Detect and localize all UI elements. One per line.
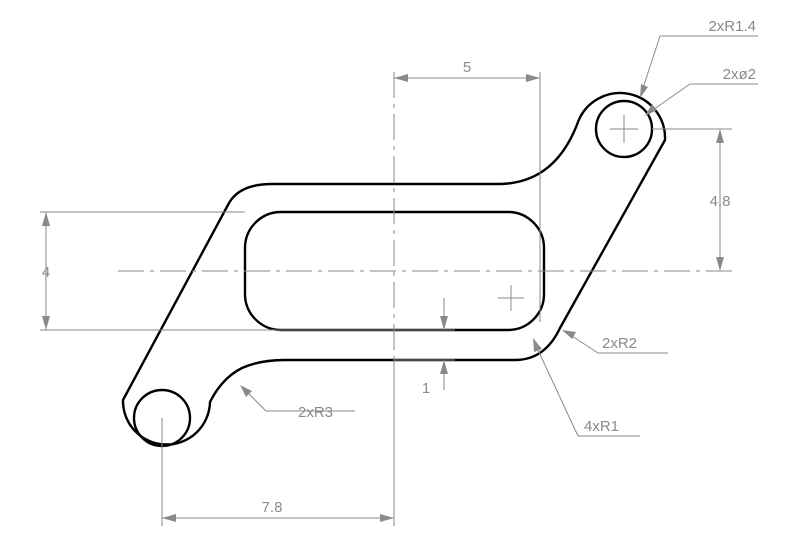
dimension-bottom-width-label: 7.8: [262, 499, 283, 516]
dimension-top-width-label: 5: [463, 59, 471, 76]
callout-r3-label: 2xR3: [298, 404, 333, 421]
dimension-right-height: 4.8: [652, 128, 732, 271]
callout-dia2-label: 2xø2: [723, 66, 756, 83]
dimension-right-height-label: 4.8: [710, 193, 731, 210]
callout-r2: 2xR2: [562, 330, 668, 354]
callout-r1-label: 4xR1: [584, 418, 619, 435]
center-lines: [118, 72, 732, 360]
dimension-left-height: 4: [40, 211, 455, 331]
callout-r1-4: 2xR1.4: [640, 18, 758, 98]
dimension-left-height-label: 4: [42, 264, 50, 281]
dimension-small-gap: 1: [394, 298, 455, 397]
callout-r1: 4xR1: [533, 338, 640, 437]
callout-dia2: 2xø2: [645, 66, 758, 116]
callout-r2-label: 2xR2: [602, 335, 637, 352]
callout-r3: 2xR3: [240, 385, 355, 421]
dimension-bottom-width: 7.8: [161, 360, 395, 526]
dimension-small-gap-label: 1: [422, 380, 430, 397]
part-outline: [121, 91, 667, 446]
callout-r1-4-label: 2xR1.4: [708, 18, 756, 35]
dimension-top-width: 5: [393, 59, 541, 322]
